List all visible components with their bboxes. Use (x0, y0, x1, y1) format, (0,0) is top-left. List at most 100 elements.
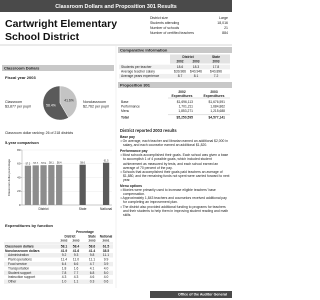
pie-value-label: 58.4% (46, 103, 56, 107)
row-label: Average teacher salary (121, 69, 155, 73)
bar (102, 162, 110, 205)
bullet: • Monies were primarily used to increase… (120, 188, 216, 197)
info-label: Number of certified teachers (150, 31, 194, 35)
cell: 4.3 (74, 275, 79, 279)
cell: 41.4 (89, 249, 96, 253)
bar-value-label: 58.4 (57, 161, 62, 164)
section-bar (2, 65, 114, 71)
bullet: • The district also provided additional … (120, 204, 229, 217)
cell: 7.2 (214, 74, 219, 78)
fiscal-year: Fiscal year 2003 (5, 75, 36, 80)
cell: $40,896 (210, 69, 222, 73)
column-header: 2002 (178, 90, 186, 94)
row-label: Administration (8, 253, 29, 257)
row-label: Performance (121, 104, 140, 108)
info-label: District size (150, 16, 168, 20)
year-header: 2002 (176, 59, 183, 63)
info-label: Number of schools (150, 26, 179, 30)
pie-label: Classroom (5, 100, 22, 104)
row-band (4, 244, 113, 249)
cell: 6.4 (62, 262, 67, 266)
cell: 0.3 (90, 280, 95, 284)
cell: 8.1 (194, 74, 199, 78)
pie-slice (59, 85, 78, 118)
y-tick-label: 40 (17, 175, 21, 179)
cell: $40,946 (190, 69, 202, 73)
cell: 7.7 (74, 271, 79, 275)
cell: 11.0 (73, 258, 79, 262)
page-canvas: Classroom Dollars and Proposition 301 Re… (0, 0, 232, 298)
row-band (4, 270, 113, 276)
year-header: 2003 (73, 238, 80, 242)
cell: 11.4 (61, 258, 67, 262)
row-band (4, 261, 113, 267)
banner (0, 0, 232, 12)
info-value: 21 (224, 26, 228, 30)
pie-slice (42, 85, 69, 121)
cell: $1,676,591 (208, 100, 225, 104)
title: School District (5, 31, 80, 43)
cell: 1,684,862 (210, 104, 225, 108)
pie-sublabel: $2,762 per pupil (83, 104, 109, 108)
row-label: Menu (121, 109, 129, 113)
bar (48, 165, 55, 205)
cell: 11.1 (89, 258, 95, 262)
bar (24, 165, 32, 205)
row-band (119, 73, 230, 79)
cell: 4.3 (62, 275, 67, 279)
bar (40, 165, 47, 205)
section-heading: Classroom Dollars (4, 65, 40, 70)
column-header: 2003 (210, 90, 218, 94)
bar-value-label: 61.5 (104, 159, 109, 162)
row-label: Nonclassroom dollars (5, 249, 40, 253)
row-label: Transportation (8, 266, 29, 270)
cell: 6.8 (90, 271, 95, 275)
column-header: District (65, 234, 77, 238)
cell: 61.5 (103, 244, 110, 248)
bar-value-label: 57.9 (41, 162, 46, 165)
column-header: State (212, 55, 220, 59)
cell: 18.6 (177, 65, 184, 69)
row-band (119, 64, 230, 70)
bar-value-label: 58.1 (49, 162, 54, 165)
cell: 4.7 (90, 262, 95, 266)
y-tick-label: 20 (17, 189, 21, 193)
cell: 58.6 (89, 244, 96, 248)
cell: 9.2 (62, 253, 67, 257)
y-tick-label: 80 (17, 148, 21, 152)
cell: $5,250,595 (176, 116, 193, 120)
ranking: Classroom dollar ranking: 26 of 218 dist… (5, 131, 73, 135)
banner-text: Classroom Dollars and Proposition 301 Re… (55, 4, 177, 10)
section-heading: Proposition 301 (120, 82, 151, 87)
info-label: Students attending (150, 21, 179, 25)
bar-value-label: 57.2 (26, 162, 31, 165)
section-bar (118, 82, 232, 88)
table-group-header: Percentage (76, 230, 94, 234)
results-text: Base pay• On average, each teacher and l… (120, 135, 230, 217)
column-header: National (100, 234, 113, 238)
cell: 1.8 (62, 266, 67, 270)
cell: 41.9 (61, 249, 68, 253)
year-header: 2003 (89, 238, 96, 242)
cell: 9.8 (90, 253, 95, 257)
row-label: Other (8, 280, 17, 284)
cell: 58.4 (73, 244, 80, 248)
row-label: Food service (8, 262, 27, 266)
footer-text: Office of the Auditor General (178, 293, 227, 297)
info-value: Large (219, 16, 228, 20)
pie-sublabel: $3,877 per pupil (5, 104, 31, 108)
year-header: 2002 (61, 238, 68, 242)
cell: 9.3 (74, 253, 79, 257)
cell: $1,696,113 (177, 100, 193, 104)
cell: 58.1 (61, 244, 68, 248)
cell: 5.0 (104, 271, 109, 275)
info-value: 884 (222, 31, 228, 35)
cell: 41.6 (73, 249, 80, 253)
cell: 8.7 (178, 74, 183, 78)
bar-value-label: 58.6 (80, 161, 85, 164)
cell: 1.0 (62, 280, 67, 284)
row-band (4, 279, 113, 284)
cell: 11.1 (103, 253, 109, 257)
section-bar (118, 47, 232, 53)
column-header: District (182, 55, 194, 59)
